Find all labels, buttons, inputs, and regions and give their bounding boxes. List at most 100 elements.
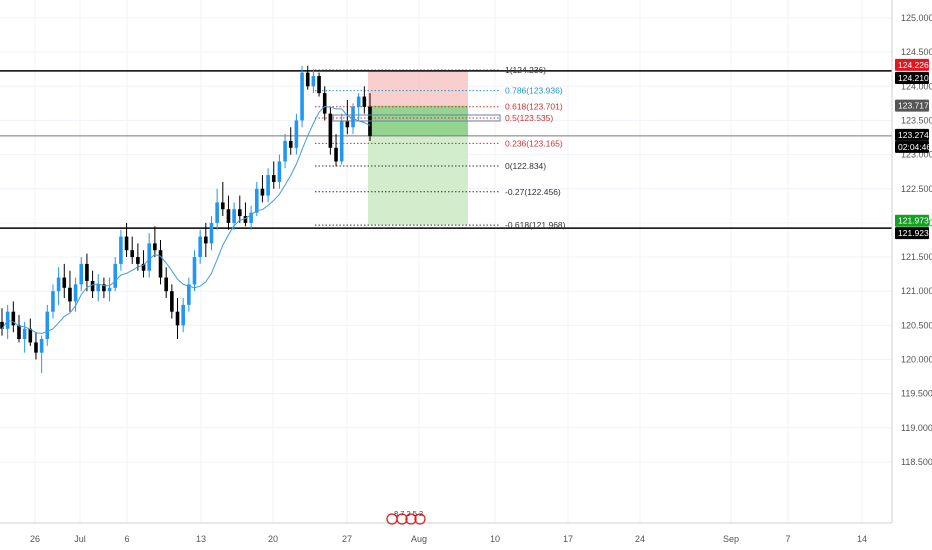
stop-loss-zone[interactable] (368, 70, 468, 106)
svg-text:121.973: 121.973 (898, 216, 929, 226)
y-tick-label: 123.000 (901, 150, 932, 160)
fib-level-label: 1(124.236) (505, 65, 546, 75)
candle-body (181, 304, 185, 326)
candle-body (271, 175, 276, 182)
candle-body (11, 311, 16, 326)
svg-text:02:04:46: 02:04:46 (898, 142, 931, 152)
y-tick-label: 125.000 (901, 13, 932, 23)
events-label: 8 7 2 5 2 (394, 509, 423, 518)
candle-body (317, 76, 321, 94)
candle-body (243, 216, 248, 223)
fib-level-label: 0.5(123.535) (505, 113, 553, 123)
events-icon[interactable]: 8 7 2 5 2 (386, 509, 426, 525)
svg-text:121.923: 121.923 (898, 228, 929, 238)
svg-text:124.226: 124.226 (898, 60, 929, 70)
grid-lines (0, 0, 892, 523)
x-tick-label: 26 (30, 534, 40, 544)
position-zones[interactable] (368, 70, 468, 225)
candle-body (90, 280, 95, 292)
candle-body (345, 120, 350, 128)
candle-body (56, 277, 61, 292)
candle-body (113, 263, 118, 288)
moving-average-line (1, 105, 371, 335)
candle-body (322, 93, 327, 114)
fib-level-label: -0.27(122.456) (505, 187, 561, 197)
price-label: 02:04:46 (895, 140, 931, 153)
candle-body (249, 212, 253, 223)
candle-body (254, 188, 259, 213)
candle-body (34, 342, 38, 353)
price-label: 124.226 (895, 58, 929, 71)
candle-body (215, 202, 219, 223)
candle-body (266, 175, 270, 196)
candle-body (28, 328, 33, 343)
x-axis-ticks: 26 Jul 6 13 20 27 Aug 10 17 24 Sep 7 14 (30, 534, 867, 544)
fib-level-label: 0.236(123.165) (505, 138, 563, 148)
candle-body (164, 277, 168, 292)
price-labels: 124.226 124.210 123.717 123.274 02:04:46 121.… (895, 58, 931, 240)
price-label: 121.923 (895, 227, 929, 240)
y-tick-label: 123.500 (901, 115, 932, 125)
candle-body (102, 284, 106, 292)
y-tick-label: 119.000 (901, 423, 932, 433)
candle-body (288, 140, 293, 148)
price-axis[interactable]: 125.000 124.500 124.000 123.500 123.000 122.5… (891, 0, 932, 523)
y-tick-label: 124.000 (901, 81, 932, 91)
candle-body (96, 284, 101, 292)
candle-body (351, 106, 355, 128)
candle-body (79, 263, 84, 285)
candle-body (209, 222, 214, 244)
y-tick-label: 118.500 (901, 457, 932, 467)
x-tick-label: Jul (74, 534, 86, 544)
x-tick-label: 20 (268, 534, 278, 544)
candle-body (334, 147, 338, 162)
candle-body (22, 328, 27, 340)
candle-body (260, 188, 265, 196)
candle-body (294, 120, 299, 148)
candle-body (305, 72, 310, 87)
fib-level-label: 0(122.834) (505, 161, 546, 171)
candle-body (153, 243, 157, 251)
candle-body (232, 209, 236, 223)
candle-body (51, 291, 55, 312)
fibonacci-retracement[interactable]: 1(124.236)0.786(123.936)0.618(123.701)0.… (315, 65, 566, 230)
candle-body (283, 140, 287, 162)
y-tick-label: 124.500 (901, 47, 932, 57)
candle-body (158, 250, 163, 278)
x-tick-label: 13 (196, 534, 206, 544)
price-label: 123.274 (895, 128, 929, 141)
candle-body (362, 96, 367, 107)
candle-body (107, 287, 112, 292)
time-axis[interactable]: 26 Jul 6 13 20 27 Aug 10 17 24 Sep 7 14 (0, 522, 892, 544)
candle-body (204, 236, 208, 244)
candle-body (356, 96, 361, 107)
candle-body (73, 284, 78, 302)
candle-body (0, 321, 4, 329)
entry-highlight-box[interactable] (332, 114, 501, 122)
candle-body (141, 263, 146, 271)
candle-body (130, 250, 135, 258)
candle-body (119, 236, 123, 264)
x-tick-label: 14 (857, 534, 867, 544)
candle-body (124, 236, 129, 251)
y-tick-label: 121.500 (901, 252, 932, 262)
x-tick-label: 6 (124, 534, 129, 544)
price-label: 124.210 (895, 71, 929, 84)
x-tick-label: 27 (342, 534, 352, 544)
candle-body (39, 339, 44, 353)
candlestick-series (0, 65, 372, 374)
candle-body (136, 257, 140, 264)
svg-text:124.210: 124.210 (898, 73, 929, 83)
price-label: 121.973 (895, 214, 929, 227)
x-tick-label: Aug (411, 534, 427, 544)
fib-level-label: -0.618(121.968) (505, 220, 566, 230)
candle-body (187, 284, 191, 305)
candle-body (300, 72, 304, 121)
candle-body (147, 243, 151, 271)
horizontal-lines[interactable] (0, 70, 892, 229)
candle-body (17, 325, 21, 340)
candle-body (328, 113, 333, 148)
fib-level-label: 0.618(123.701) (505, 102, 563, 112)
y-tick-label: 120.500 (901, 320, 932, 330)
